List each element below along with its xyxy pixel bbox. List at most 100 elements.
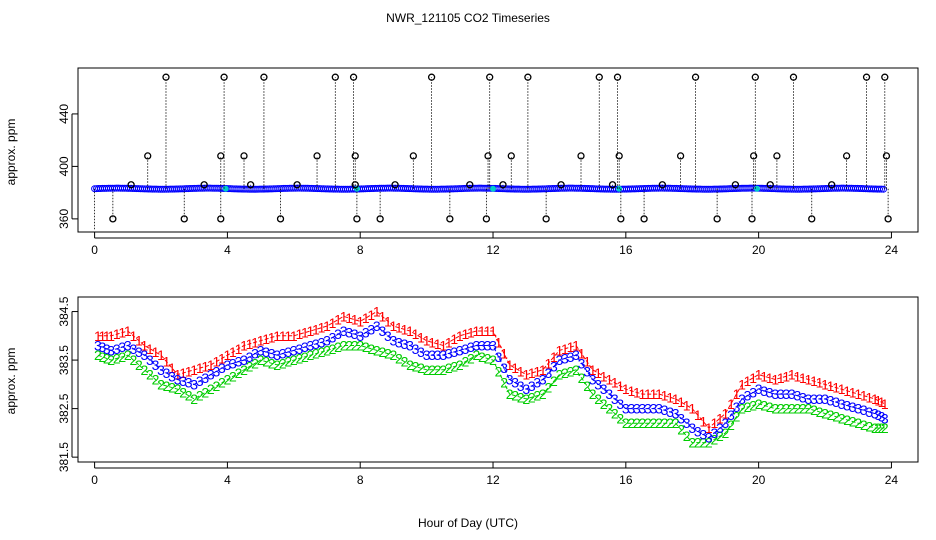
series-3-marker: 3: [461, 341, 469, 357]
series-3-marker: 3: [561, 350, 569, 366]
mid-outlier-point: [409, 152, 417, 160]
series-3-marker: 3: [445, 346, 453, 362]
series-3-marker: 3: [412, 341, 420, 357]
series-3-marker: 3: [345, 325, 353, 341]
series-3-marker: 3: [517, 378, 525, 394]
high-outlier-point: [789, 73, 798, 81]
series-3-marker: 3: [749, 384, 757, 400]
series-1-marker: 1: [865, 389, 873, 405]
series-1-marker: 1: [878, 394, 886, 410]
series-1-marker: 1: [644, 386, 652, 402]
series-2-marker: 2: [318, 344, 326, 360]
series-3-marker: 3: [98, 339, 106, 355]
near-outlier-point: [351, 181, 359, 189]
series-3-marker: 3: [816, 391, 824, 407]
series-3-marker: 3: [103, 341, 111, 357]
bottom-plot-frame: [77, 296, 919, 463]
ylabel-bottom: approx. ppm: [4, 348, 18, 415]
series-3-marker: 3: [578, 355, 586, 371]
series-2-marker: 2: [871, 420, 879, 436]
series-2-marker: 2: [854, 415, 862, 431]
series-2-marker: 2: [406, 357, 414, 373]
highlight-point: [490, 185, 497, 192]
near-outlier-point: [658, 181, 666, 189]
low-outlier-point: [713, 215, 721, 223]
series-2-marker: 2: [423, 362, 431, 378]
series-2-marker: 2: [694, 435, 702, 451]
series-2-marker: 2: [196, 388, 204, 404]
series-1-marker: 1: [118, 325, 126, 341]
series-3-marker: 3: [661, 402, 669, 418]
series-3-marker: 3: [94, 338, 102, 354]
series-3-marker: 3: [334, 326, 342, 342]
series-2-marker: 2: [517, 389, 525, 405]
series-1-marker: 1: [710, 415, 718, 431]
series-3-marker: 3: [699, 427, 707, 443]
baseline-point: [879, 185, 887, 193]
bottom-ytick-label: 384.5: [57, 296, 71, 326]
series-3-marker: 3: [627, 401, 635, 417]
series-3-marker: 3: [611, 391, 619, 407]
series-3-marker: 3: [771, 386, 779, 402]
series-1-marker: 1: [528, 365, 536, 381]
series-3-marker: 3: [146, 352, 154, 368]
series-3-marker: 3: [639, 401, 647, 417]
near-outlier-point: [466, 181, 474, 189]
series-2-marker: 2: [473, 347, 481, 363]
low-outlier-point: [276, 215, 285, 223]
series-3-marker: 3: [705, 430, 713, 446]
series-1-marker: 1: [672, 391, 680, 407]
series-1-marker: 1: [838, 381, 846, 397]
low-outlier-point: [884, 215, 892, 223]
series-3-marker: 3: [329, 329, 337, 345]
series-1-marker: 1: [103, 328, 111, 344]
series-3-marker: 3: [522, 381, 530, 397]
series-2-marker: 2: [168, 380, 176, 396]
series-1-marker: 1: [307, 323, 315, 339]
series-3-marker: 3: [827, 393, 835, 409]
series-3-marker: 3: [567, 349, 575, 365]
series-1-marker: 1: [295, 326, 303, 342]
low-outlier-point: [748, 215, 756, 223]
series-2-marker: 2: [152, 372, 160, 388]
series-2-marker: 2: [865, 418, 873, 434]
series-2-marker: 2: [661, 415, 669, 431]
series-2-marker: 2: [799, 401, 807, 417]
series-3-marker: 3: [284, 344, 292, 360]
series-1-marker: 1: [738, 376, 746, 392]
series-1-marker: 1: [611, 375, 619, 391]
series-1-marker: 1: [722, 405, 730, 421]
series-1-marker: 1: [467, 325, 475, 341]
series-2-marker: 2: [323, 342, 331, 358]
series-2-marker: 2: [666, 415, 674, 431]
series-1-marker: 1: [473, 323, 481, 339]
mid-outlier-point: [773, 152, 781, 160]
series-3-marker: 3: [390, 333, 398, 349]
series-1-marker: 1: [589, 362, 597, 378]
series-2-marker: 2: [351, 338, 359, 354]
series-3-marker: 3: [240, 352, 248, 368]
series-2-marker: 2: [301, 349, 309, 365]
series-2-marker: 2: [733, 409, 741, 425]
series-2-marker: 2: [246, 359, 254, 375]
series-3-marker: 3: [655, 401, 663, 417]
series-2-marker: 2: [257, 352, 265, 368]
series-2-marker: 2: [378, 344, 386, 360]
series-2-marker: 2: [212, 378, 220, 394]
series-3-marker: 3: [434, 347, 442, 363]
series-3-marker: 3: [340, 323, 348, 339]
series-3-marker: 3: [710, 425, 718, 441]
series-3-marker: 3: [268, 346, 276, 362]
series-2-marker: 2: [157, 376, 165, 392]
series-1-marker: 1: [843, 383, 851, 399]
series-2-marker: 2: [821, 405, 829, 421]
series-2-marker: 2: [616, 410, 624, 426]
series-2-marker: 2: [141, 362, 149, 378]
highlight-point: [222, 185, 229, 192]
series-1-marker: 1: [185, 363, 193, 379]
series-3-marker: 3: [163, 365, 171, 381]
low-outlier-point: [109, 215, 117, 223]
series-3-marker: 3: [860, 402, 868, 418]
series-1-marker: 1: [362, 310, 370, 326]
series-3-marker: 3: [318, 334, 326, 350]
